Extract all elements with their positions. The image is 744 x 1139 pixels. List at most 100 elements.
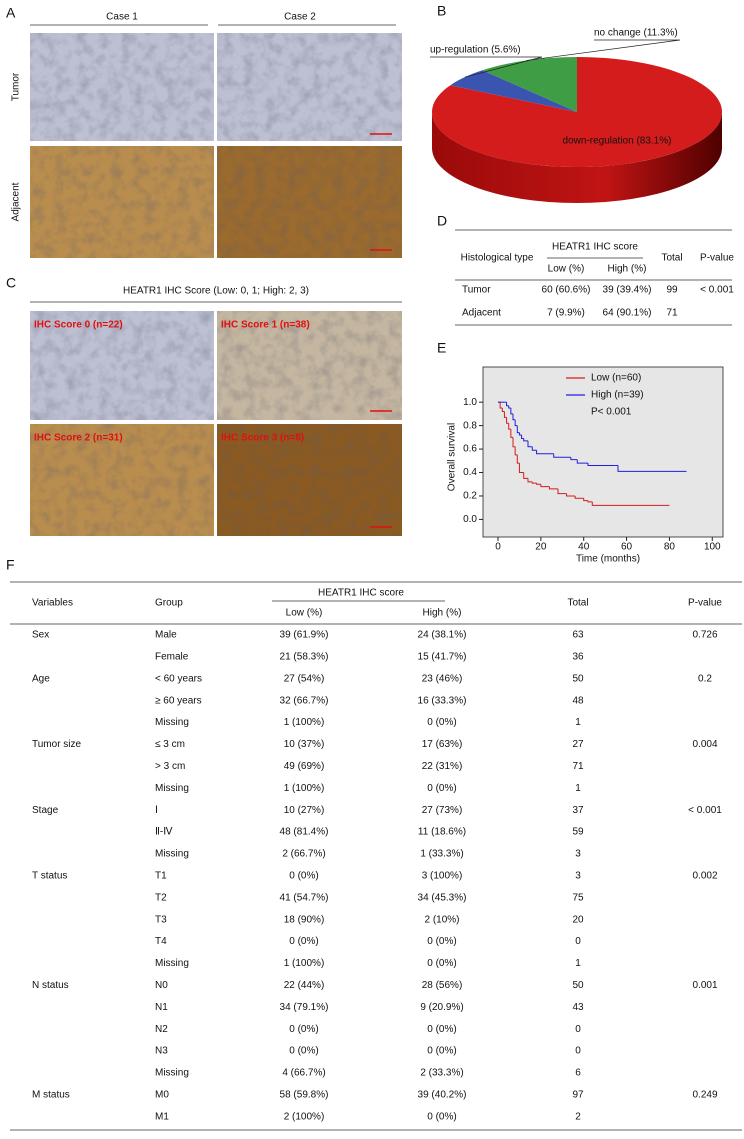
table-cell: Tumor size [32, 739, 82, 750]
table-cell: N3 [155, 1046, 168, 1057]
table-cell: Missing [155, 1068, 189, 1079]
table-cell: 32 (66.7%) [280, 695, 329, 706]
table-cell: 10 (37%) [284, 739, 325, 750]
survival-step [523, 438, 528, 442]
survival-step [521, 435, 524, 440]
x-tick-label: 80 [664, 542, 676, 553]
table-cell: 2 [575, 1111, 581, 1122]
table-cell: 3 (100%) [422, 871, 463, 882]
survival-step [503, 411, 507, 418]
table-cell: 0 (0%) [427, 1046, 456, 1057]
table-cell: 11 (18.6%) [418, 827, 466, 838]
table-cell: 59 [572, 827, 584, 838]
y-tick-label: 0.0 [463, 514, 477, 525]
table-cell: 48 [572, 695, 584, 706]
table-cell: 24 (38.1%) [418, 630, 467, 641]
annotation: P< 0.001 [591, 407, 632, 418]
survival-step [512, 413, 516, 421]
table-cell: 1 (33.3%) [420, 849, 463, 860]
survival-step [536, 450, 546, 455]
image-label: IHC Score 1 (n=38) [221, 320, 310, 331]
table-cell: 0 (0%) [289, 1024, 318, 1035]
survival-step [527, 440, 533, 448]
table-cell: Sex [32, 630, 49, 641]
table-cell: 27 (73%) [422, 805, 463, 816]
table-cell: 43 [572, 1002, 584, 1013]
table-header: High (%) [608, 264, 647, 275]
table-cell: T1 [155, 871, 167, 882]
table-header: HEATR1 IHC score [552, 242, 638, 253]
survival-step [510, 408, 513, 415]
leader-line [430, 56, 543, 78]
survival-step [514, 419, 518, 427]
table-cell: 63 [572, 630, 584, 641]
table-cell: T status [32, 871, 67, 882]
survival-step [576, 459, 588, 464]
table-cell: 21 (58.3%) [280, 652, 329, 663]
micrograph-texture [217, 311, 402, 420]
table-cell: N status [32, 980, 69, 991]
table-header: P-value [688, 598, 722, 609]
table-cell: Missing [155, 783, 189, 794]
table-cell: 0 (0%) [427, 1111, 456, 1122]
survival-step [512, 437, 516, 448]
table-cell: Male [155, 630, 177, 641]
table-cell: N1 [155, 1002, 168, 1013]
table-header: HEATR1 IHC score [318, 588, 404, 599]
table-cell: 1 [575, 717, 581, 728]
panel-label: B [437, 3, 446, 19]
table-cell: Ⅱ-Ⅳ [155, 827, 173, 838]
table-cell: < 60 years [155, 673, 202, 684]
table-cell: T2 [155, 892, 167, 903]
table-cell: 0.2 [698, 673, 712, 684]
micrograph-texture [30, 33, 214, 141]
table-cell: 23 (46%) [422, 673, 463, 684]
survival-step [548, 486, 558, 490]
table-cell: 0 (0%) [427, 1024, 456, 1035]
survival-step [510, 429, 513, 438]
survival-step [557, 488, 567, 495]
panel-title: HEATR1 IHC Score (Low: 0, 1; High: 2, 3) [123, 286, 309, 297]
x-tick-label: 40 [578, 542, 590, 553]
survival-step [508, 405, 511, 409]
table-cell: 97 [572, 1090, 584, 1101]
micrograph-texture [30, 311, 214, 420]
table-cell: Adjacent [462, 308, 501, 319]
table-cell: 16 (33.3%) [418, 695, 467, 706]
table-cell: ≥ 60 years [155, 695, 202, 706]
table-cell: 2 (100%) [284, 1111, 325, 1122]
row-label: Adjacent [11, 182, 22, 221]
table-cell: 1 [575, 783, 581, 794]
table-cell: 71 [572, 761, 584, 772]
table-cell: 37 [572, 805, 584, 816]
panel-label: A [6, 5, 16, 21]
table-header: Variables [32, 598, 73, 609]
table-cell: ≤ 3 cm [155, 739, 185, 750]
survival-step [566, 493, 576, 497]
table-cell: 34 (79.1%) [280, 1002, 329, 1013]
table-cell: Missing [155, 958, 189, 969]
table-cell: 3 [575, 871, 581, 882]
table-cell: M status [32, 1090, 70, 1101]
table-cell: 17 (63%) [422, 739, 463, 750]
table-cell: T3 [155, 914, 167, 925]
table-cell: 0 (0%) [289, 936, 318, 947]
table-cell: 60 (60.6%) [542, 285, 591, 296]
leader-line [526, 39, 681, 61]
pie-slice [482, 57, 577, 112]
y-tick-label: 0.4 [463, 467, 477, 478]
table-cell: 50 [572, 980, 584, 991]
table-cell: 20 [572, 914, 584, 925]
micrograph-texture [30, 146, 214, 258]
y-tick-label: 1.0 [463, 397, 477, 408]
table-cell: Age [32, 673, 50, 684]
survival-step [591, 501, 670, 506]
survival-step [501, 408, 505, 413]
slice-label: no change (11.3%) [594, 28, 678, 39]
survival-step [617, 465, 687, 472]
image-label: IHC Score 3 (n=8) [221, 433, 304, 444]
legend-label: Low (n=60) [591, 373, 641, 384]
table-cell: 4 (66.7%) [282, 1068, 325, 1079]
survival-step [574, 495, 584, 499]
